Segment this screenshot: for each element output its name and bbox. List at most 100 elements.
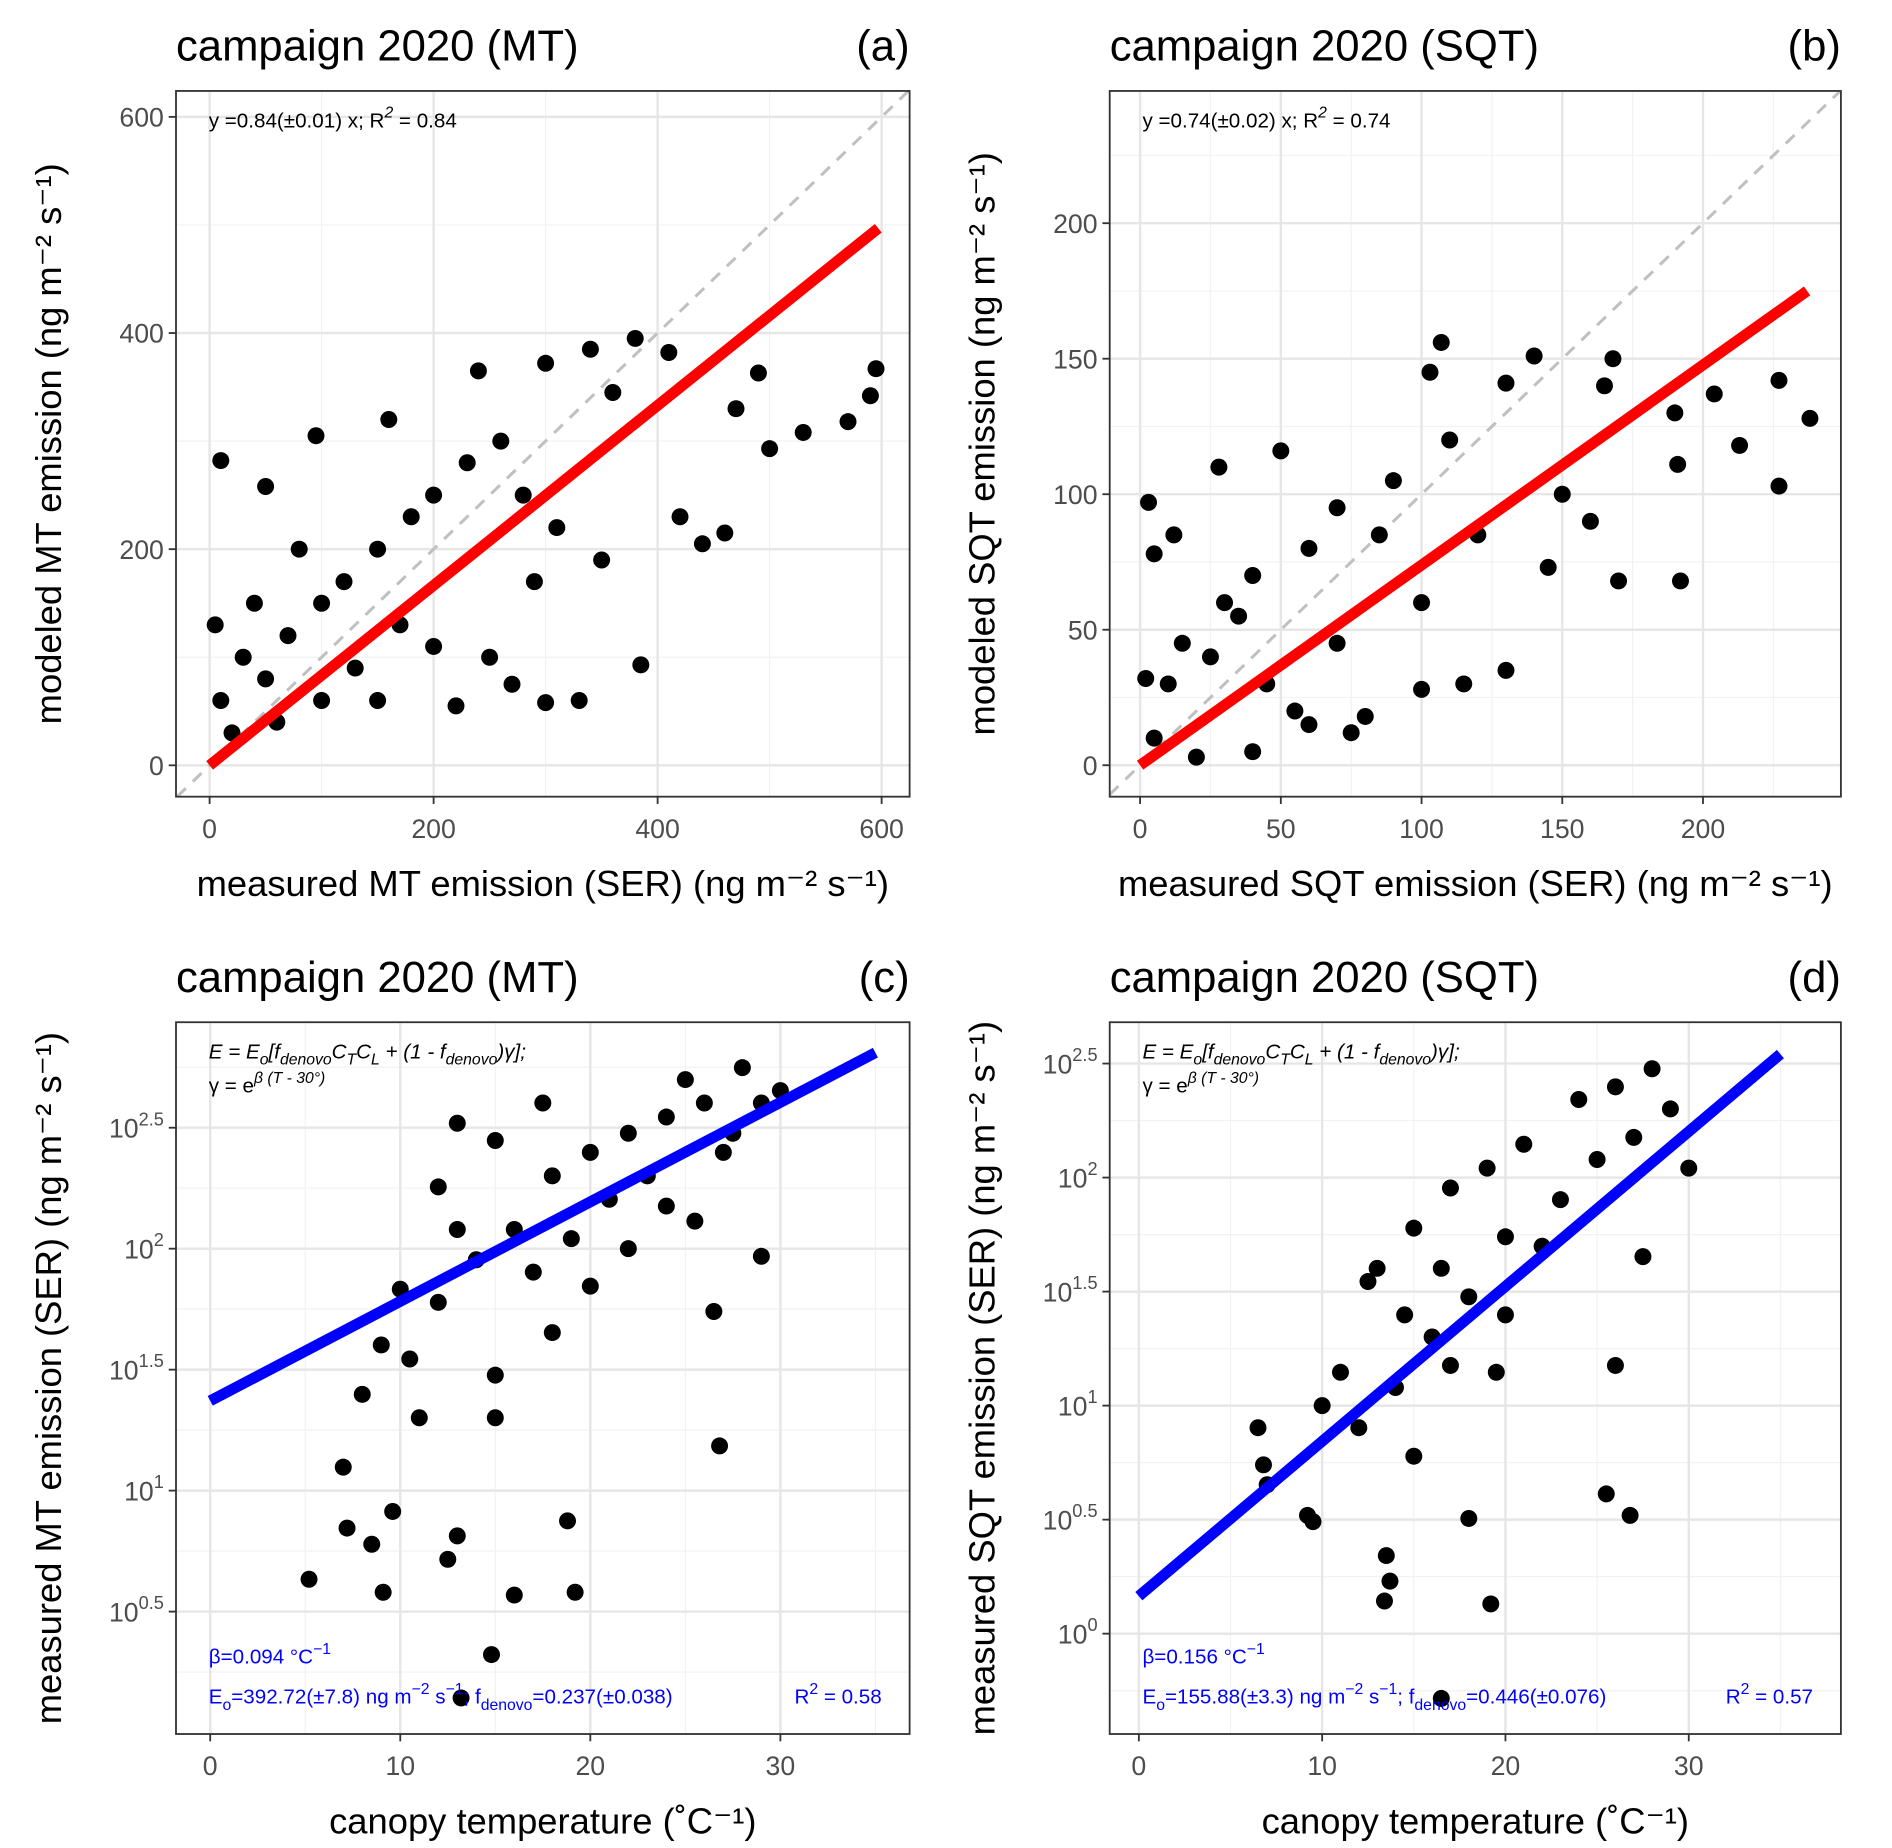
annotation-part: −1 [1247,1641,1265,1658]
fit-line [1135,1049,1784,1601]
point [705,1302,723,1320]
point [1460,1288,1478,1306]
point [372,1336,390,1354]
point [1595,377,1613,395]
annotation-part: γ = e [1142,1075,1187,1098]
point [1581,512,1599,530]
point [1201,648,1219,666]
point [693,535,711,553]
plot-background [1109,1022,1841,1735]
annotation-part: −2 [412,1681,430,1698]
panel-title: campaign 2020 (MT) [176,953,579,1002]
point [1432,1689,1450,1707]
annotation-part: )γ]; [495,1041,526,1064]
point [867,360,885,378]
point [486,1409,504,1427]
panel-tag: (a) [856,22,909,71]
point [570,692,588,709]
point [619,1240,637,1258]
point [604,383,622,401]
annotation-part: denovo [1379,1052,1431,1069]
point [711,1437,729,1455]
x-axis-label: canopy temperature (˚C⁻¹) [1262,1800,1689,1841]
point [1145,729,1163,747]
tick-base: 10 [1058,1163,1088,1193]
point [448,1114,466,1132]
annotation-part: [f [1201,1041,1216,1064]
tick-exponent: 2 [1087,1159,1097,1179]
point [1487,1363,1505,1381]
point [676,1071,694,1089]
point [429,1293,447,1311]
point [402,508,420,526]
point [543,1167,561,1185]
point [1377,1547,1395,1565]
point [1375,1592,1393,1610]
point [212,452,230,470]
y-tick-label: 100.5 [109,1593,164,1627]
point [524,1263,542,1281]
annotation: γ = eβ (T - 30°) [209,1070,326,1098]
panel: 0 200 400 600 0 200 400 600 y =0.84(±0.01) x; R2… [28,22,911,904]
point [1249,1419,1267,1437]
point [593,551,611,569]
point [1304,1513,1322,1531]
x-tick-label: 100 [1399,814,1443,844]
point [1313,1397,1331,1415]
annotation-part: = 0.84 [393,109,457,132]
point [1634,1248,1652,1266]
annotation-part: C [1265,1041,1280,1064]
x-tick-label: 200 [1681,814,1725,844]
tick-exponent: 2.5 [1072,1045,1097,1065]
annotation-part: denovo [481,1697,533,1714]
annotation-part: denovo [1414,1697,1466,1714]
point [716,524,734,542]
point [458,454,476,472]
point [534,1094,552,1112]
y-tick-label: 101.5 [1043,1273,1098,1307]
point [1244,567,1262,585]
panel-tag: (c) [859,953,910,1002]
tick-exponent: 1 [1087,1387,1097,1407]
tick-exponent: 2 [154,1230,164,1250]
annotation-part: −2 [1345,1681,1363,1698]
y-tick-label: 102.5 [109,1109,164,1143]
point [660,343,678,361]
x-tick-label: 0 [203,1751,218,1781]
point [1187,748,1205,766]
point [307,427,325,445]
point [1173,634,1191,652]
x-tick-label: 0 [202,814,217,844]
annotation: Eo=392.72(±7.8) ng m−2 s−1; fdenovo=0.23… [209,1681,673,1714]
point [1606,1078,1624,1096]
annotation-part: −1 [446,1681,464,1698]
annotation: Eo=155.88(±3.3) ng m−2 s−1; fdenovo=0.44… [1142,1681,1606,1714]
annotation-part: R [794,1686,809,1709]
point [505,1586,523,1604]
identity-line [1108,89,1842,796]
point [334,1458,352,1476]
plot-border [1108,1021,1842,1735]
x-tick-label: 20 [575,1751,605,1781]
fit-line [206,223,882,770]
y-tick-label: 100 [1058,1615,1098,1649]
point [686,1212,704,1230]
point [761,440,779,458]
x-tick-label: 50 [1266,814,1296,844]
x-tick-label: 0 [1133,814,1148,844]
tick-base: 10 [1043,1505,1073,1535]
point [448,1527,466,1545]
annotation-part: ; f [464,1686,481,1709]
y-tick-label: 100.5 [1043,1501,1098,1535]
y-tick-label: 102 [1058,1159,1098,1193]
point [380,411,398,428]
point [1539,558,1557,576]
point [353,1385,371,1403]
point [452,1689,470,1707]
point [1478,1159,1496,1177]
point [1370,526,1388,544]
x-axis-label: measured SQT emission (SER) (ng m⁻² s⁻¹) [1118,863,1833,904]
point [338,1519,356,1537]
point [1272,442,1290,460]
